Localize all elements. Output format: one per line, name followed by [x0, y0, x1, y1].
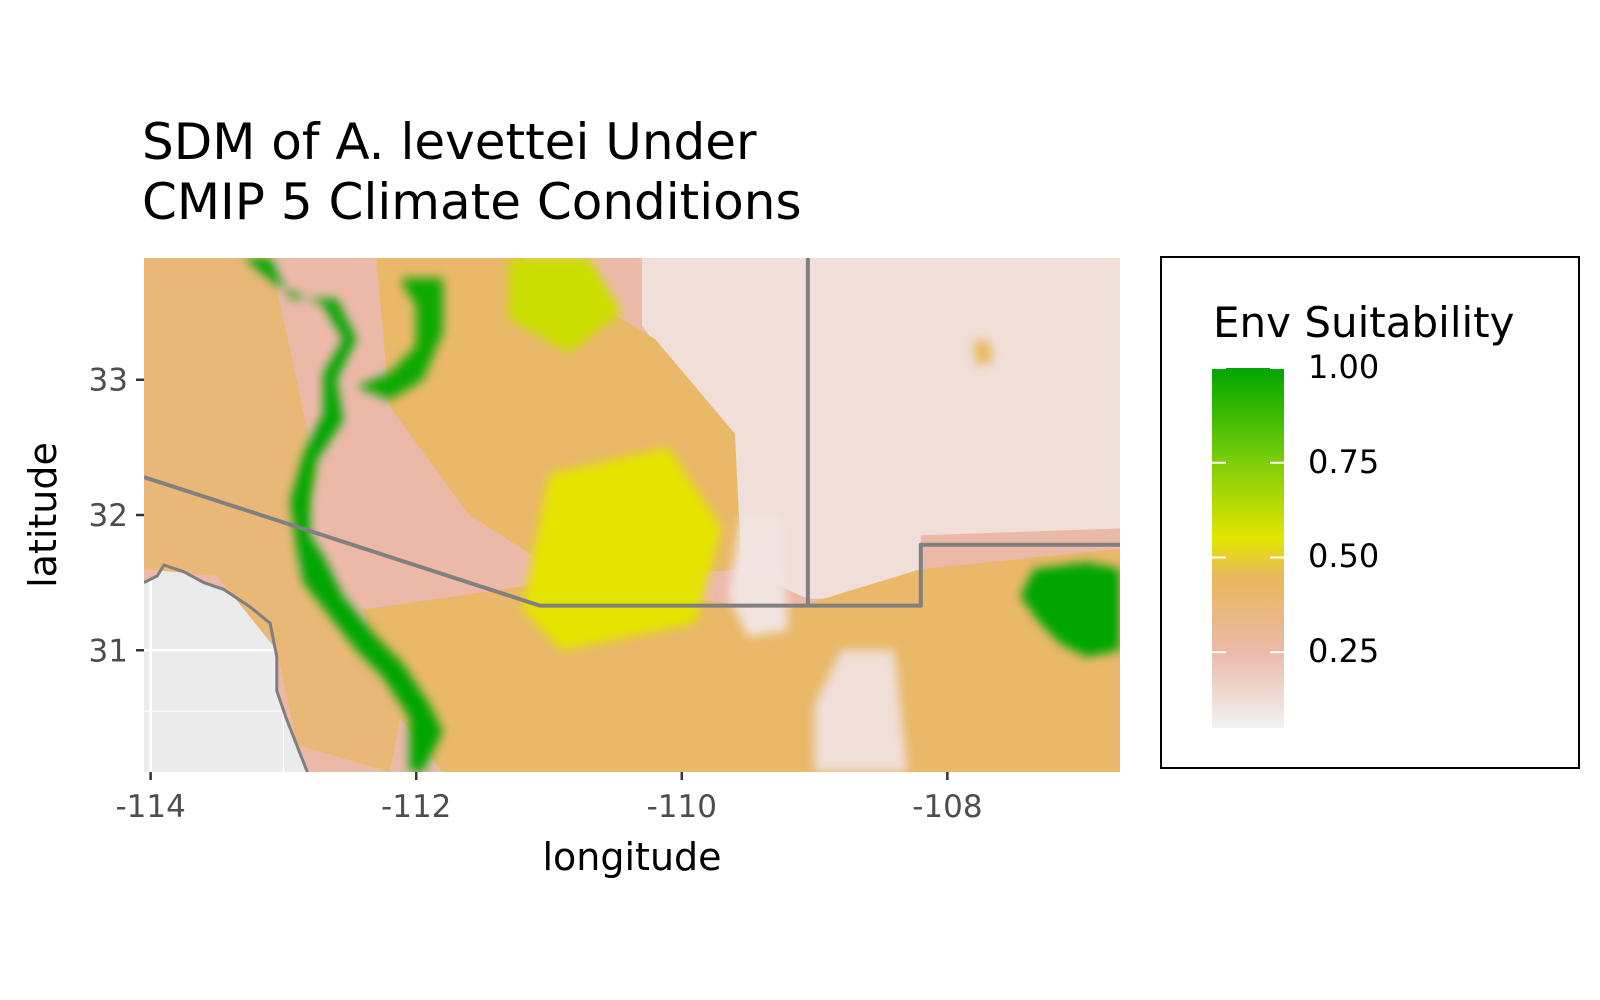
suitability-regions — [243, 258, 1120, 772]
southeast-arizona-yellow-patch — [522, 447, 722, 651]
x-axis: -114 -112 -110 -108 — [115, 772, 983, 825]
new-mexico-green-patch — [1020, 562, 1120, 657]
legend-colorbar — [1212, 368, 1284, 728]
x-tick-label: -108 — [912, 789, 982, 825]
x-axis-title: longitude — [542, 835, 721, 879]
x-tick-label: -114 — [115, 789, 185, 825]
y-axis: 31 32 33 — [89, 363, 144, 669]
legend — [1160, 256, 1580, 769]
y-tick-label: 32 — [89, 498, 128, 534]
chart-title-line-1: SDM of A. levettei Under — [142, 113, 757, 171]
x-tick-label: -110 — [647, 789, 717, 825]
legend-label-0-75: 0.75 — [1308, 442, 1380, 481]
legend-label-0-50: 0.50 — [1308, 537, 1380, 576]
chihuahua-pale-patch — [814, 650, 908, 772]
y-tick-label: 33 — [89, 363, 128, 399]
legend-label-0-25: 0.25 — [1308, 632, 1380, 671]
y-axis-title: latitude — [21, 442, 65, 588]
legend-ticks — [1212, 367, 1284, 654]
chart-title: SDM of A. levettei Under CMIP 5 Climate … — [142, 112, 802, 232]
mogollon-yellow-patch — [509, 258, 622, 353]
border-us-mexico — [144, 475, 1120, 608]
coastline — [144, 563, 309, 772]
legend-title: Env Suitability — [1213, 298, 1515, 347]
y-tick-label: 31 — [89, 633, 128, 669]
state-borders — [144, 258, 1120, 772]
central-arizona-green-ring — [356, 278, 443, 400]
new-mexico-high-spot — [973, 339, 994, 367]
land-low-suitability — [642, 258, 1120, 599]
chart-title-line-2: CMIP 5 Climate Conditions — [142, 173, 802, 231]
land-moderate-west — [144, 258, 403, 772]
x-tick-label: -112 — [381, 789, 451, 825]
sonoran-coastal-green-band — [243, 258, 443, 772]
legend-label-1-00: 1.00 — [1308, 348, 1380, 386]
